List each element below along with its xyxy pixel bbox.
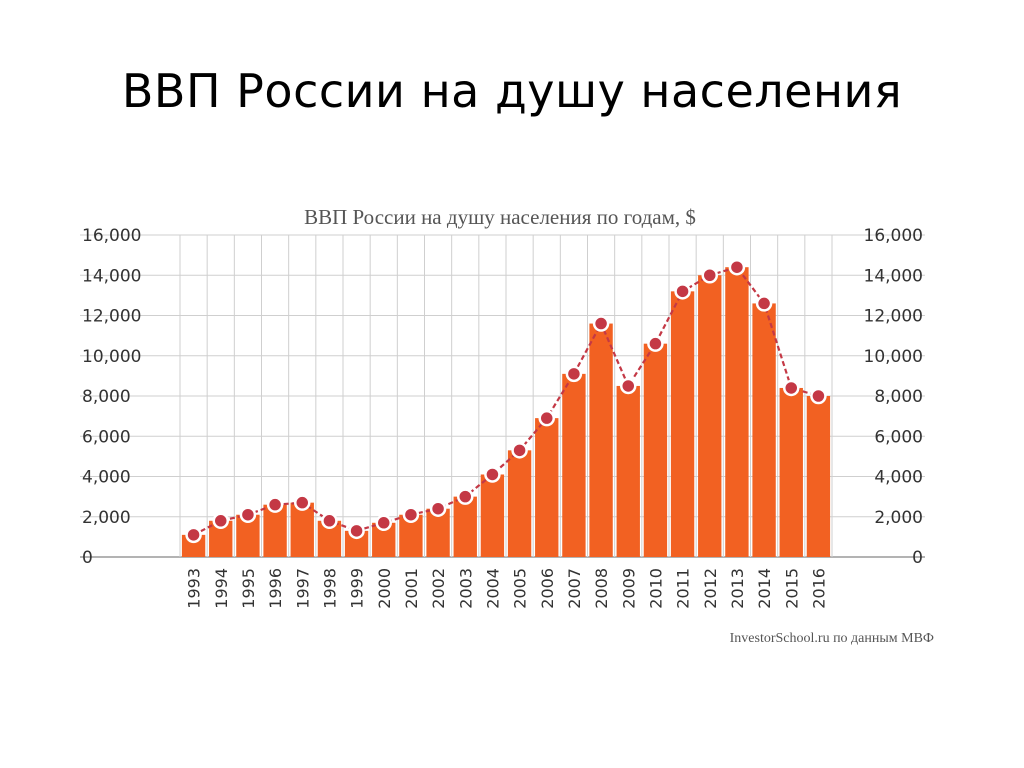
y-tick-label-right: 10,000 [864, 347, 923, 367]
y-tick-label-right: 0 [912, 548, 923, 568]
y-tick-label-left: 16,000 [82, 226, 141, 246]
point-2003 [457, 488, 474, 505]
point-2002 [429, 500, 447, 517]
bar-2003 [453, 496, 477, 557]
bar-2016 [806, 396, 831, 557]
point-2000 [375, 514, 392, 532]
x-tick-label: 2005 [511, 568, 530, 609]
y-tick-label-right: 4,000 [874, 468, 923, 488]
bar-2011 [670, 291, 695, 557]
point-2011 [674, 283, 691, 300]
bar-2008 [589, 323, 613, 557]
bar-2014 [752, 303, 776, 557]
point-2009 [620, 377, 637, 395]
bar-2012 [698, 275, 722, 557]
bar-2013 [725, 267, 749, 557]
bar-1998 [317, 520, 342, 557]
bar-2000 [372, 522, 396, 557]
x-tick-label: 2000 [375, 568, 394, 609]
y-tick-label-left: 0 [82, 548, 93, 568]
bar-1995 [236, 514, 260, 557]
bar-2004 [480, 474, 505, 557]
bar-2007 [562, 373, 586, 557]
x-tick-label: 2006 [538, 568, 557, 609]
x-tick-label: 2004 [483, 568, 502, 609]
bar-1994 [209, 520, 233, 557]
x-tick-label: 2013 [728, 568, 747, 609]
x-tick-label: 2015 [782, 568, 801, 609]
x-tick-label: 1998 [320, 568, 339, 609]
bar-2001 [399, 514, 423, 557]
point-2016 [810, 387, 827, 405]
x-tick-label: 2002 [429, 568, 448, 609]
point-1993 [185, 526, 202, 544]
x-tick-label: 1993 [185, 568, 204, 609]
point-2012 [701, 267, 718, 284]
bar-2009 [616, 385, 640, 557]
y-tick-label-right: 8,000 [874, 387, 923, 407]
point-2008 [592, 315, 610, 332]
point-2007 [565, 365, 583, 383]
source-label: InvestorSchool.ru по данным МВФ [730, 631, 934, 646]
x-tick-label: 2012 [701, 568, 720, 609]
x-tick-label: 2008 [592, 568, 611, 609]
x-tick-label: 1996 [266, 568, 285, 609]
x-tick-label: 1997 [293, 568, 312, 609]
bar-1997 [290, 502, 314, 557]
trend-line [185, 258, 827, 544]
point-2001 [402, 506, 420, 523]
bar-1996 [263, 504, 287, 557]
bar-2005 [507, 450, 532, 557]
y-tick-label-right: 16,000 [864, 226, 923, 246]
point-1999 [348, 522, 365, 540]
bar-2010 [643, 343, 668, 557]
y-tick-label-left: 12,000 [82, 307, 141, 327]
y-tick-label-right: 2,000 [874, 508, 923, 528]
point-1998 [321, 512, 338, 530]
x-tick-label: 2003 [456, 568, 475, 609]
y-axis-right: 0 2,000 4,000 6,000 8,000 10,000 12,000 14,000 1… [864, 226, 923, 568]
chart-title: ВВП России на душу населения по годам, $ [304, 205, 696, 229]
x-tick-label: 1995 [239, 568, 258, 609]
x-tick-label: 2016 [809, 568, 828, 609]
x-tick-label: 2009 [619, 568, 638, 609]
y-tick-label-left: 2,000 [82, 508, 131, 528]
y-tick-label-right: 6,000 [874, 427, 923, 447]
slide-title: ВВП России на душу населения [121, 64, 903, 118]
x-tick-label: 2010 [646, 568, 665, 609]
y-tick-label-left: 14,000 [82, 266, 141, 286]
bar-1999 [344, 530, 369, 557]
x-tick-label: 2014 [755, 568, 774, 609]
point-1994 [212, 512, 229, 530]
point-2006 [538, 409, 555, 427]
bar-2015 [779, 387, 803, 557]
bar-2002 [426, 508, 450, 557]
y-tick-label-left: 8,000 [82, 387, 131, 407]
x-tick-label: 2001 [402, 568, 421, 609]
point-1996 [266, 496, 284, 513]
bar-2006 [535, 418, 559, 557]
point-1995 [239, 506, 257, 523]
point-2013 [728, 258, 746, 276]
y-axis-left: 0 2,000 4,000 6,000 8,000 10,000 12,000 14,000 1… [82, 226, 141, 568]
y-tick-label-left: 4,000 [82, 468, 131, 488]
bars [181, 267, 831, 557]
y-tick-label-right: 12,000 [864, 307, 923, 327]
x-tick-label: 1999 [348, 568, 367, 609]
x-tick-label: 2007 [565, 568, 584, 609]
point-1997 [294, 494, 311, 511]
point-2005 [511, 442, 528, 459]
x-tick-label: 2011 [674, 568, 693, 609]
point-2010 [647, 335, 664, 352]
y-tick-label-left: 6,000 [82, 427, 131, 447]
x-tick-label: 1994 [212, 568, 231, 609]
point-2015 [783, 379, 800, 397]
point-2004 [484, 466, 501, 483]
x-axis: 1993 1994 1995 1996 1997 1998 1999 2000 2001 2002… [185, 568, 829, 609]
point-2014 [755, 295, 773, 312]
y-tick-label-right: 14,000 [864, 266, 923, 286]
y-tick-label-left: 10,000 [82, 347, 141, 367]
